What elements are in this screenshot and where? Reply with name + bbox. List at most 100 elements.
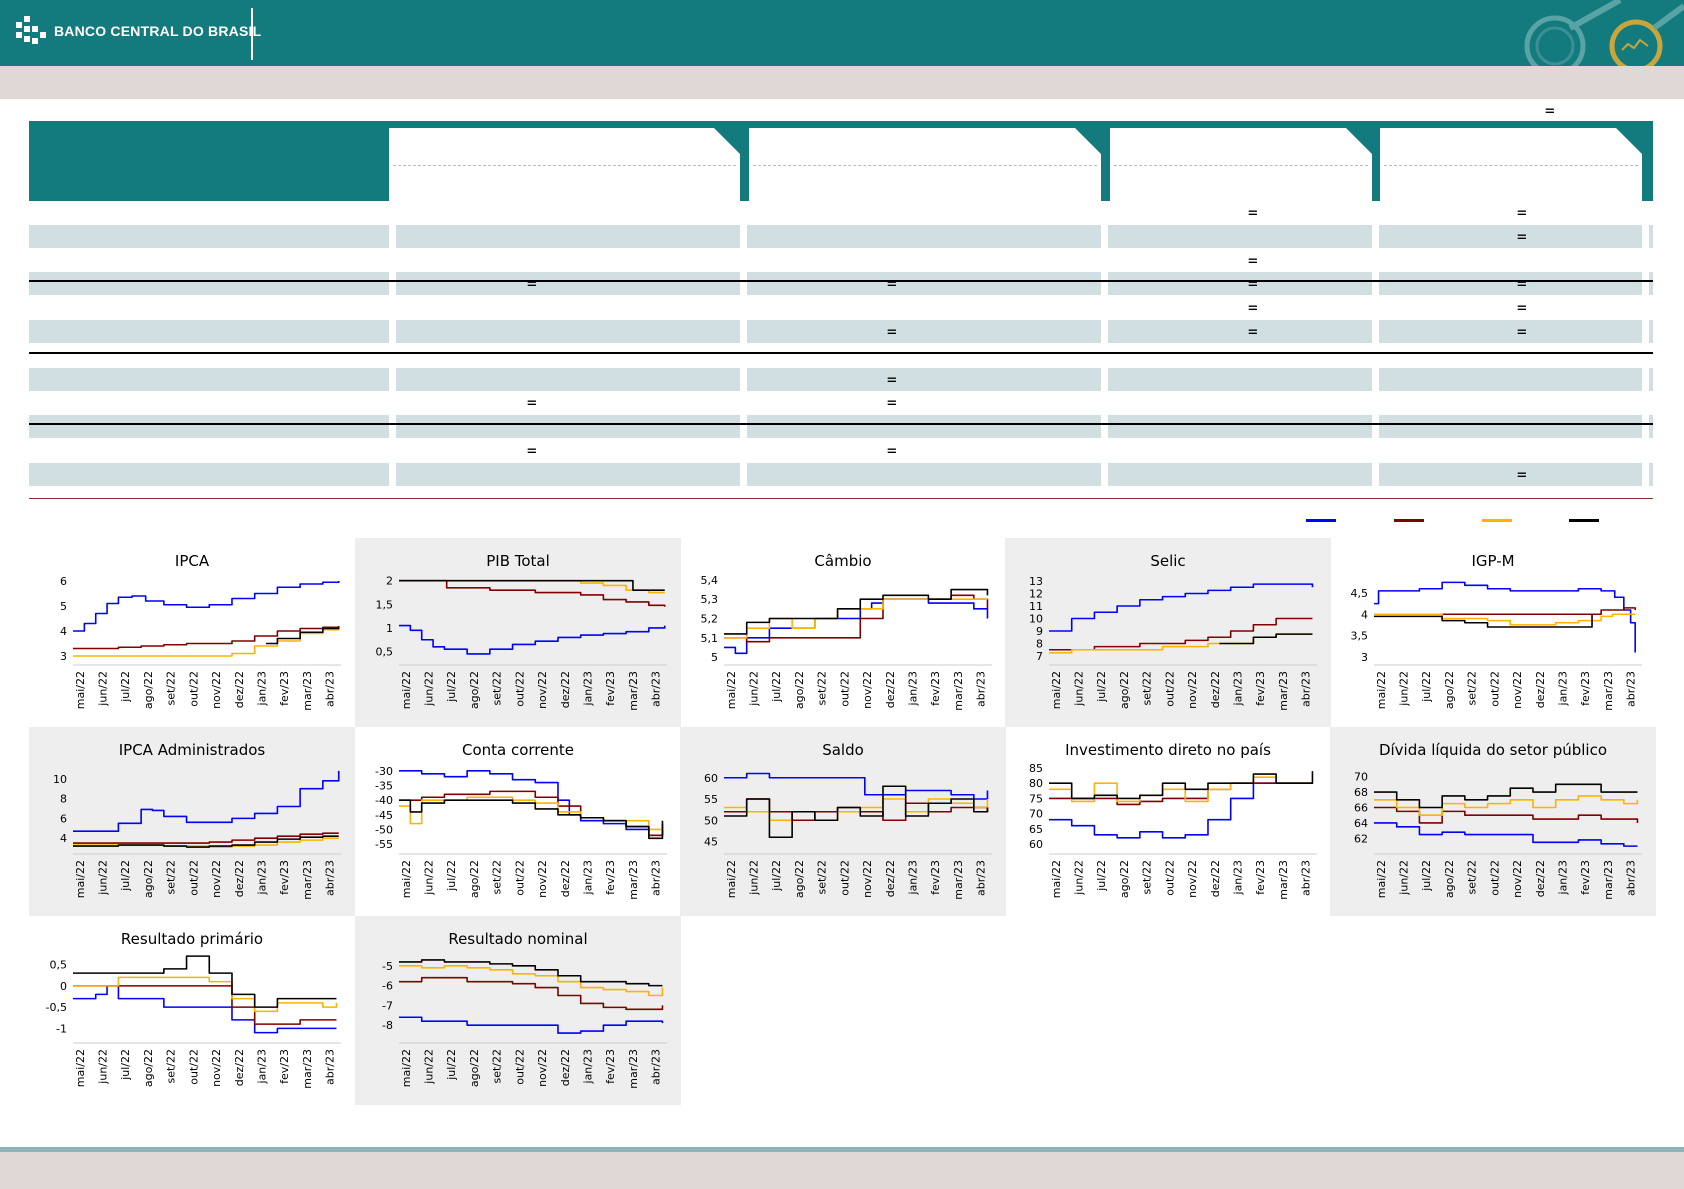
series-line: [1049, 771, 1314, 800]
x-tick-label: jun/22: [97, 671, 110, 707]
x-tick-label: out/22: [838, 860, 851, 896]
divider-line: [29, 498, 1653, 499]
y-tick-label: 12: [1029, 588, 1043, 601]
x-tick-label: nov/22: [1186, 671, 1199, 709]
x-tick-label: nov/22: [1511, 671, 1524, 709]
equal-marker: =: [527, 393, 537, 413]
table-row: [29, 344, 1653, 367]
x-tick-label: ago/22: [1118, 860, 1131, 898]
x-tick-label: fev/23: [604, 671, 617, 706]
y-tick-label: 13: [1029, 575, 1043, 588]
x-tick-label: dez/22: [233, 1049, 246, 1086]
column-gap: [1642, 201, 1649, 487]
y-tick-label: 2: [386, 575, 393, 588]
x-tick-label: dez/22: [1534, 671, 1547, 708]
x-tick-label: jan/23: [1232, 860, 1245, 895]
series-line: [399, 579, 665, 591]
table-row: [29, 320, 1653, 343]
series-line: [399, 799, 664, 840]
x-tick-label: jan/23: [582, 860, 595, 895]
x-tick-label: dez/22: [884, 671, 897, 708]
equal-marker: =: [1517, 322, 1527, 341]
x-tick-label: out/22: [1488, 860, 1501, 896]
chart-svg: IGP-M 3 3,5 4 4,5 mai/22 jun/22 jul/22 ago/22 set…: [1351, 552, 1642, 711]
x-tick-label: abr/23: [1625, 860, 1638, 896]
series-line: [1374, 614, 1593, 628]
series-line: [73, 985, 337, 1034]
table-row: [29, 391, 1653, 414]
chart-title: Conta corrente: [462, 741, 574, 759]
x-tick-label: jul/22: [119, 671, 132, 703]
chart-title: IGP-M: [1471, 552, 1514, 570]
group-separator: [29, 280, 1653, 283]
x-tick-label: ago/22: [1443, 860, 1456, 898]
chart-panel: Selic 7 8 9 10 11 12 13 mai/22 jun/22 jul/22 ago/22…: [1005, 538, 1331, 727]
x-tick-label: set/22: [1466, 860, 1479, 895]
x-tick-label: mar/23: [627, 860, 640, 900]
series-line: [73, 955, 337, 1008]
y-tick-label: 8: [1036, 638, 1043, 651]
x-tick-label: jun/22: [1398, 671, 1411, 707]
series-line: [73, 581, 340, 632]
series-line: [73, 626, 340, 650]
series-line: [1374, 822, 1638, 847]
x-tick-label: abr/23: [975, 671, 988, 707]
x-tick-label: set/22: [1141, 860, 1154, 895]
x-tick-label: mar/23: [1602, 671, 1615, 711]
x-tick-label: jun/22: [423, 860, 436, 896]
x-tick-label: abr/23: [650, 671, 663, 707]
y-tick-label: -1: [56, 1022, 67, 1035]
y-tick-label: 65: [1029, 823, 1043, 836]
series-line: [1374, 795, 1639, 817]
x-tick-label: mai/22: [725, 671, 738, 709]
y-tick-label: 0: [60, 980, 67, 993]
x-tick-label: jun/22: [1398, 860, 1411, 896]
x-tick-label: abr/23: [1300, 671, 1313, 707]
summary-table: = = = = = = = = = = = = = = = = = = =: [29, 121, 1653, 487]
table-row: [29, 439, 1653, 462]
x-tick-label: fev/23: [1579, 671, 1592, 706]
x-tick-label: out/22: [838, 671, 851, 707]
x-tick-label: mai/22: [400, 671, 413, 709]
x-tick-label: mai/22: [74, 860, 87, 898]
x-tick-label: mar/23: [952, 671, 965, 711]
x-tick-label: set/22: [816, 671, 829, 706]
x-tick-label: mai/22: [400, 1049, 413, 1087]
x-tick-label: fev/23: [929, 671, 942, 706]
series-line: [399, 796, 663, 831]
x-tick-label: ago/22: [142, 860, 155, 898]
x-tick-label: nov/22: [210, 671, 223, 709]
x-tick-label: jul/22: [770, 671, 783, 703]
table-header: [29, 121, 1653, 201]
x-tick-label: nov/22: [536, 860, 549, 898]
chart-title: IPCA Administrados: [119, 741, 266, 759]
x-tick-label: jun/22: [423, 671, 436, 707]
equal-marker: =: [887, 369, 897, 389]
y-tick-label: 3,5: [1351, 630, 1369, 643]
y-tick-label: 64: [1354, 817, 1368, 830]
x-tick-label: out/22: [513, 671, 526, 707]
x-tick-label: fev/23: [278, 860, 291, 895]
chart-panel: Resultado primário 0,5 0 -0,5 -1 mai/22 jun/22…: [29, 916, 355, 1105]
series-line: [724, 598, 989, 655]
x-tick-label: dez/22: [559, 671, 572, 708]
chart-svg: Resultado nominal -5 -6 -7 -8 mai/22 jun/22 jul…: [382, 930, 667, 1089]
series-line: [399, 624, 666, 655]
x-tick-label: fev/23: [929, 860, 942, 895]
y-tick-label: 45: [704, 836, 718, 849]
header-cell: [1380, 128, 1642, 201]
x-tick-label: dez/22: [1209, 671, 1222, 708]
header-cell: [1110, 128, 1372, 201]
equal-marker: =: [1517, 274, 1527, 294]
x-tick-label: mai/22: [725, 860, 738, 898]
x-tick-label: mar/23: [301, 1049, 314, 1089]
x-tick-label: ago/22: [468, 671, 481, 709]
header-bar: BANCO CENTRAL DO BRASIL: [0, 0, 1684, 66]
series-line: [1374, 607, 1636, 616]
series-line: [1374, 581, 1636, 653]
legend-swatch: [1482, 519, 1512, 522]
x-tick-label: nov/22: [536, 671, 549, 709]
chart-title: Resultado primário: [121, 930, 263, 948]
x-tick-label: mai/22: [1050, 671, 1063, 709]
x-tick-label: mai/22: [1050, 860, 1063, 898]
